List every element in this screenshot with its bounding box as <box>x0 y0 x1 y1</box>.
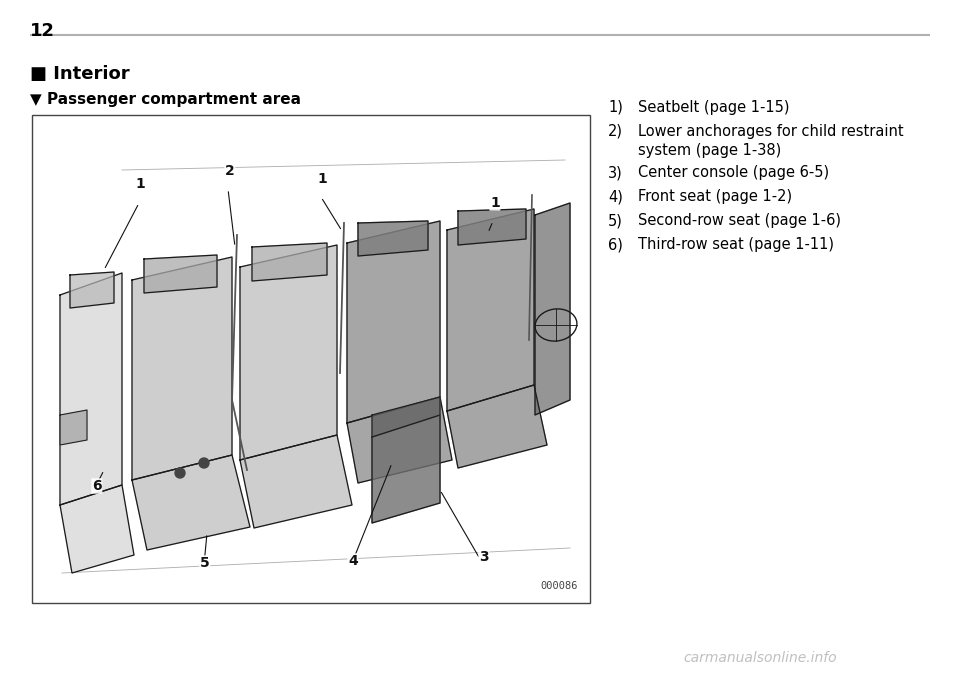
Text: Seatbelt (page 1-15): Seatbelt (page 1-15) <box>638 100 789 115</box>
Polygon shape <box>132 455 250 550</box>
Text: 1: 1 <box>490 196 500 210</box>
Polygon shape <box>447 385 547 468</box>
Text: Second-row seat (page 1-6): Second-row seat (page 1-6) <box>638 213 841 228</box>
Polygon shape <box>535 203 570 415</box>
Text: 3: 3 <box>479 550 489 564</box>
Circle shape <box>199 458 209 468</box>
Polygon shape <box>458 209 526 245</box>
Polygon shape <box>252 243 327 281</box>
Text: 4): 4) <box>608 189 623 204</box>
Circle shape <box>175 468 185 478</box>
Polygon shape <box>447 209 534 411</box>
Text: 3): 3) <box>608 165 623 180</box>
Text: 000086: 000086 <box>540 581 578 591</box>
Polygon shape <box>240 245 337 460</box>
Text: 5): 5) <box>608 213 623 228</box>
Text: 12: 12 <box>30 22 55 40</box>
Text: 6: 6 <box>92 479 102 493</box>
Text: ▼ Passenger compartment area: ▼ Passenger compartment area <box>30 92 301 107</box>
Polygon shape <box>372 397 440 437</box>
Polygon shape <box>240 435 352 528</box>
Text: 2: 2 <box>225 164 235 178</box>
Polygon shape <box>358 221 428 256</box>
Text: 5: 5 <box>200 556 209 570</box>
Polygon shape <box>347 397 452 483</box>
Text: carmanualsonline.info: carmanualsonline.info <box>684 651 837 665</box>
Text: Front seat (page 1-2): Front seat (page 1-2) <box>638 189 792 204</box>
Text: 4: 4 <box>348 554 358 568</box>
Text: system (page 1-38): system (page 1-38) <box>638 143 781 158</box>
Text: 1: 1 <box>317 172 326 186</box>
Bar <box>32 115 590 603</box>
Polygon shape <box>372 415 440 523</box>
Text: 1): 1) <box>608 100 623 115</box>
Polygon shape <box>144 255 217 293</box>
Text: Third-row seat (page 1-11): Third-row seat (page 1-11) <box>638 237 834 252</box>
Text: Center console (page 6-5): Center console (page 6-5) <box>638 165 829 180</box>
Polygon shape <box>60 410 87 445</box>
Polygon shape <box>60 485 134 573</box>
Text: ■ Interior: ■ Interior <box>30 65 130 83</box>
Text: 6): 6) <box>608 237 623 252</box>
Text: 1: 1 <box>135 177 145 191</box>
Polygon shape <box>347 221 440 423</box>
Polygon shape <box>132 257 232 480</box>
Polygon shape <box>60 273 122 505</box>
Text: Lower anchorages for child restraint: Lower anchorages for child restraint <box>638 124 903 139</box>
Polygon shape <box>70 272 114 308</box>
Text: 2): 2) <box>608 124 623 139</box>
